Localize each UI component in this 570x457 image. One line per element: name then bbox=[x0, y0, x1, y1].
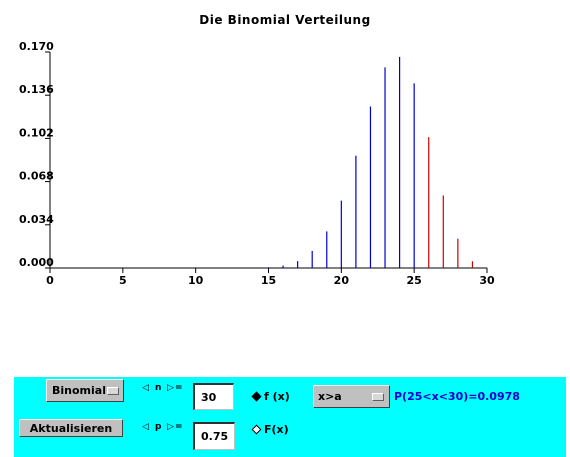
p-input[interactable]: 0.75 bbox=[193, 422, 235, 450]
n-value: 30 bbox=[201, 391, 217, 404]
y-tick-label: 0.170 bbox=[19, 40, 54, 53]
p-decrease-icon[interactable]: ◁ bbox=[142, 422, 149, 432]
radio-f[interactable]: f (x) bbox=[250, 389, 306, 405]
y-tick-label: 0.102 bbox=[19, 126, 54, 139]
control-panel: Binomial Aktualisieren ◁ n ▷ = 30 ◁ p ▷ … bbox=[14, 377, 566, 457]
n-decrease-icon[interactable]: ◁ bbox=[142, 383, 149, 393]
x-tick-label: 30 bbox=[479, 274, 495, 287]
y-tick-label: 0.068 bbox=[19, 170, 54, 183]
binomial-chart: 0 5 10 15 20 25 30 0.000 0.034 0.068 0.102 0.136 0.1… bbox=[19, 40, 495, 287]
update-button[interactable]: Aktualisieren bbox=[19, 419, 123, 437]
x-tick-label: 0 bbox=[46, 274, 54, 287]
x-tick-label: 5 bbox=[119, 274, 127, 287]
n-label: n bbox=[155, 383, 162, 393]
y-tick-label: 0.000 bbox=[19, 256, 54, 269]
n-increase-icon[interactable]: ▷ bbox=[167, 383, 174, 393]
n-equals: = bbox=[175, 383, 183, 393]
condition-select[interactable]: x>a bbox=[313, 385, 390, 408]
radio-F-label: F(x) bbox=[264, 423, 289, 436]
condition-select-label: x>a bbox=[318, 390, 342, 403]
distribution-select[interactable]: Binomial bbox=[46, 379, 124, 402]
dropdown-knob-icon bbox=[372, 393, 384, 401]
radio-F-unselected-icon bbox=[251, 424, 262, 435]
p-increase-icon[interactable]: ▷ bbox=[167, 422, 174, 432]
y-tick-label: 0.136 bbox=[19, 83, 54, 96]
update-button-label: Aktualisieren bbox=[29, 421, 113, 435]
n-input[interactable]: 30 bbox=[193, 383, 234, 410]
radio-f-label: f (x) bbox=[264, 390, 290, 403]
distribution-select-label: Binomial bbox=[52, 384, 106, 397]
p-label: p bbox=[155, 422, 162, 432]
x-tick-label: 10 bbox=[188, 274, 204, 287]
radio-f-selected-icon bbox=[251, 391, 262, 402]
x-tick-label: 25 bbox=[407, 274, 422, 287]
p-value: 0.75 bbox=[201, 430, 229, 443]
radio-F[interactable]: F(x) bbox=[250, 422, 306, 438]
dropdown-knob-icon bbox=[107, 387, 119, 395]
x-tick-label: 20 bbox=[334, 274, 350, 287]
y-tick-label: 0.034 bbox=[19, 213, 54, 226]
chart-title: Die Binomial Verteilung bbox=[199, 13, 371, 27]
probability-result: P(25<x<30)=0.0978 bbox=[394, 390, 520, 403]
x-tick-label: 15 bbox=[261, 274, 276, 287]
p-equals: = bbox=[175, 422, 183, 432]
